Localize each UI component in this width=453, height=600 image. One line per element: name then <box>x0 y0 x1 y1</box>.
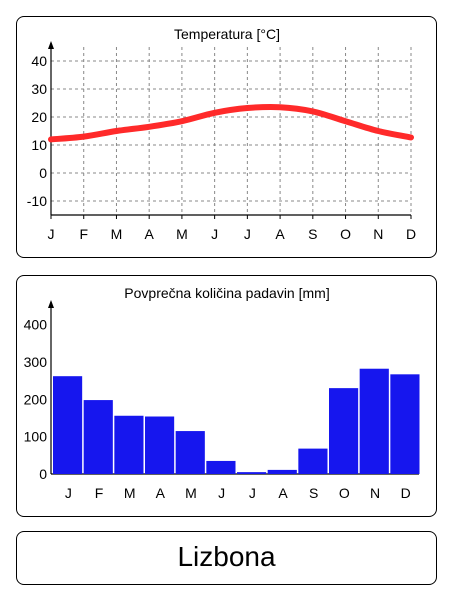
temp-y-tick-label: 40 <box>31 53 47 69</box>
precip-bar <box>206 460 236 474</box>
temp-y-tick-label: 30 <box>31 81 47 97</box>
temp-month-label: J <box>244 226 251 242</box>
precipitation-chart: Povprečna količina padavin [mm] 400 300 20… <box>24 285 420 501</box>
temp-month-label: F <box>79 226 88 242</box>
precipitation-chart-panel: Povprečna količina padavin [mm] 400 300 20… <box>16 275 437 517</box>
temp-y-tick-label: -10 <box>27 193 47 209</box>
precip-bar <box>175 431 205 474</box>
precip-month-label: M <box>124 485 136 501</box>
precip-month-label: N <box>370 485 380 501</box>
temp-y-tick-label: 10 <box>31 137 47 153</box>
precip-y-tick-label: 300 <box>24 354 48 370</box>
precip-month-label: J <box>249 485 256 501</box>
temp-month-label: M <box>176 226 188 242</box>
temperature-chart-title: Temperatura [°C] <box>174 26 280 42</box>
precipitation-chart-title: Povprečna količina padavin [mm] <box>124 285 329 301</box>
precip-bar <box>267 469 297 474</box>
temp-y-tick-label: 0 <box>39 165 47 181</box>
temp-month-label: M <box>111 226 123 242</box>
temp-y-axis-arrow <box>48 41 54 49</box>
temp-month-label: A <box>275 226 285 242</box>
temp-month-label: J <box>211 226 218 242</box>
city-name-panel: Lizbona <box>16 531 437 585</box>
precip-month-label: D <box>401 485 411 501</box>
precip-month-label: O <box>339 485 350 501</box>
precip-bar <box>83 400 113 474</box>
temp-series-line <box>48 103 414 143</box>
precip-month-label: F <box>95 485 104 501</box>
temp-month-label: O <box>340 226 351 242</box>
precip-y-tick-label: 100 <box>24 429 48 445</box>
precip-bar <box>359 368 389 474</box>
precip-month-label: J <box>218 485 225 501</box>
precip-bar <box>53 376 83 474</box>
precip-bar <box>329 388 359 474</box>
precip-y-tick-label: 0 <box>39 466 47 482</box>
precip-month-label: S <box>309 485 318 501</box>
precip-month-label: J <box>65 485 72 501</box>
temp-y-tick-label: 20 <box>31 109 47 125</box>
city-name: Lizbona <box>177 541 276 572</box>
precip-y-tick-label: 200 <box>24 391 48 407</box>
temperature-chart: Temperatura [°C] 40 30 20 10 0 -10 J F M A M J J A S O N… <box>27 26 416 242</box>
precip-month-label: A <box>278 485 288 501</box>
temp-month-label: A <box>145 226 155 242</box>
temperature-chart-panel: Temperatura [°C] 40 30 20 10 0 -10 J F M A M J J A S O N… <box>16 16 437 258</box>
precip-bar <box>145 416 175 474</box>
temp-month-label: N <box>373 226 383 242</box>
precip-bar <box>390 374 420 474</box>
temp-month-label: D <box>406 226 416 242</box>
precip-bar <box>114 415 144 474</box>
precip-month-label: A <box>156 485 166 501</box>
precip-y-tick-label: 400 <box>24 317 48 333</box>
temp-month-label: S <box>308 226 317 242</box>
precip-bar <box>237 472 267 474</box>
temp-month-label: J <box>48 226 55 242</box>
precip-month-label: M <box>185 485 197 501</box>
precip-y-axis-arrow <box>48 300 54 308</box>
precip-bar <box>298 448 328 474</box>
